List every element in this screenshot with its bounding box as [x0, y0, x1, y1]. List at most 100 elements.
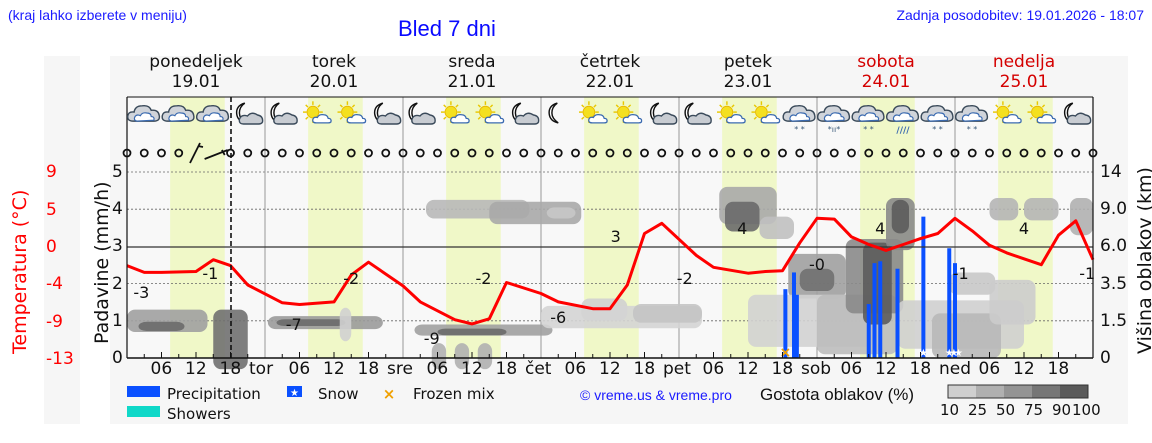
x-tick-label: 06 [288, 359, 311, 379]
svg-text:★: ★ [954, 348, 963, 359]
temp-tick-label: 0 [46, 237, 57, 257]
x-tick-label: 06 [840, 359, 863, 379]
weather-icons: * * *ıı* * * //// * * * * [126, 100, 1092, 136]
x-tick-label: tor [249, 359, 274, 379]
day-date: 21.01 [447, 72, 497, 92]
day-header: nedelja 25.01 [954, 52, 1094, 92]
legend-precipitation: Precipitation [167, 385, 261, 403]
x-tick-label: 12 [875, 359, 897, 379]
svg-text:-2: -2 [677, 269, 693, 288]
svg-text:*ıı*: *ıı* [828, 125, 840, 134]
temp-tick-label: -9 [46, 312, 63, 332]
cloud-height-tick-label: 14 [1100, 162, 1122, 182]
svg-text:-1: -1 [953, 264, 969, 283]
density-tick-label: 75 [1024, 401, 1044, 419]
temperature-line [126, 216, 1095, 326]
x-tick-label: 06 [978, 359, 1001, 379]
temp-tick-label: -13 [46, 349, 74, 369]
cloud-height-tick-label: 1.5 [1100, 310, 1128, 331]
x-tick-label: 18 [219, 359, 242, 379]
copyright-link[interactable]: © vreme.us & vreme.pro [580, 387, 732, 403]
precip-tick-label: 2 [112, 273, 123, 294]
x-tick-label: 06 [426, 359, 449, 379]
svg-text:4: 4 [737, 219, 747, 238]
x-tick-label: sre [387, 359, 413, 379]
day-name: četrtek [579, 52, 641, 72]
legend-snow: Snow [318, 385, 359, 403]
precipitation-swatch [127, 386, 160, 397]
x-tick-label: 12 [599, 359, 621, 379]
snow-frozen-markers: ★ ★★★× [780, 345, 963, 361]
night-cloudy-icon [649, 102, 678, 125]
x-tick-label: 18 [357, 359, 380, 379]
temp-tick-label: 9 [46, 162, 57, 182]
svg-text:-9: -9 [424, 329, 440, 348]
x-tick-label: 06 [702, 359, 725, 379]
density-tick-label: 50 [996, 401, 1016, 419]
temp-tick-label: 5 [46, 200, 57, 220]
x-tick-label: čet [525, 359, 552, 379]
x-tick-label: ned [939, 359, 972, 379]
day-name: nedelja [992, 52, 1056, 72]
cloud-height-tick-label: 0 [1100, 348, 1111, 368]
day-header: petek 23.01 [678, 52, 818, 92]
night-cloudy-icon [1063, 102, 1092, 125]
svg-text:* *: * * [863, 125, 874, 134]
x-tick-marks [143, 352, 1077, 358]
legend-showers: Showers [167, 405, 231, 423]
sleet-cloud-icon: *ıı* [816, 104, 851, 134]
svg-text:-7: -7 [286, 315, 302, 334]
day-name: petek [723, 52, 773, 72]
density-tick-label: 25 [968, 401, 988, 419]
day-name: ponedeljek [149, 52, 243, 72]
night-cloudy-icon [511, 102, 540, 125]
night-cloudy-icon [235, 102, 264, 125]
svg-text:4: 4 [875, 219, 885, 238]
night-cloudy-icon [373, 102, 402, 125]
svg-text:* *: * * [794, 125, 805, 134]
density-tick-label: 90 [1052, 401, 1072, 419]
temp-tick-label: -4 [46, 274, 63, 294]
svg-text:-2: -2 [343, 269, 359, 288]
location-menu-hint[interactable]: (kraj lahko izberete v meniju) [8, 7, 187, 23]
temperature-labels: -3 -1 -7 -2 -9 -2 -6 3 -2 4 -0 4 -1 4 -1 [133, 219, 1095, 348]
svg-text:4: 4 [1019, 219, 1029, 238]
frozen-mix-icon: × [383, 385, 396, 403]
precip-tick-label: 3 [112, 236, 123, 257]
x-tick-label: 06 [150, 359, 173, 379]
day-date: 25.01 [999, 72, 1049, 92]
precipitation-bars [783, 216, 957, 358]
x-tick-label: 06 [564, 359, 587, 379]
day-header: sreda 21.01 [402, 52, 542, 92]
snow-swatch [287, 386, 302, 397]
density-tick-label: 10 [940, 401, 960, 419]
day-date: 24.01 [861, 72, 911, 92]
svg-text:-0: -0 [809, 255, 825, 274]
x-tick-label: 12 [185, 359, 207, 379]
cloud-density-title: Gostota oblakov (%) [760, 385, 915, 404]
day-header: torek 20.01 [264, 52, 404, 92]
svg-text:3: 3 [611, 227, 621, 246]
night-cloudy-icon [408, 102, 436, 125]
snow-star-icon: ★ [290, 388, 299, 399]
legend-frozen-mix: Frozen mix [413, 385, 495, 403]
day-date: 19.01 [171, 72, 221, 92]
wind-row [122, 142, 1098, 164]
density-tick-label: 100 [1072, 401, 1101, 419]
svg-text:-6: -6 [550, 308, 566, 327]
snow-cloud-icon: * * [920, 104, 954, 134]
cloud-height-tick-label: 9.0 [1100, 199, 1128, 220]
svg-text:-2: -2 [476, 269, 492, 288]
x-tick-label: sob [801, 359, 832, 379]
day-name: sreda [448, 52, 496, 72]
svg-text:* *: * * [967, 125, 978, 134]
snow-cloud-icon: * * [851, 104, 885, 134]
svg-text:★: ★ [949, 348, 958, 359]
precip-tick-label: 5 [112, 162, 123, 182]
svg-text:×: × [780, 345, 792, 361]
x-tick-label: 12 [1013, 359, 1035, 379]
x-tick-label: 12 [461, 359, 483, 379]
temp-axis-panel [44, 56, 80, 424]
precip-tick-label: 1 [112, 310, 123, 331]
